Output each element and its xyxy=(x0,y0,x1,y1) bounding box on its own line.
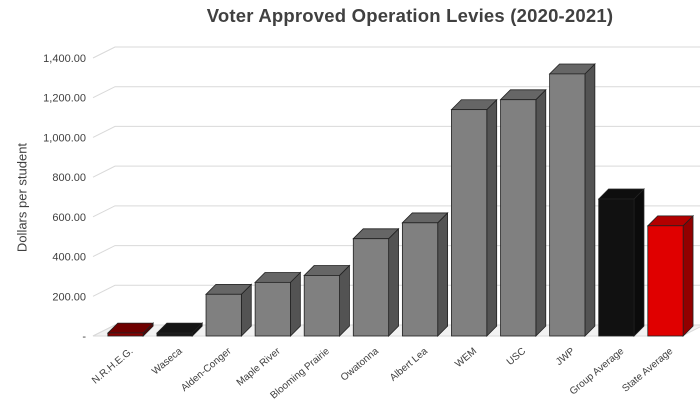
bar-side xyxy=(486,98,498,337)
bar-front xyxy=(156,332,193,337)
bar xyxy=(401,211,449,337)
y-tick-label: 600.00 xyxy=(52,212,86,224)
bar-front xyxy=(451,109,488,337)
bar xyxy=(106,322,155,337)
bar-side xyxy=(290,271,301,337)
x-tick-label: JWP xyxy=(554,346,577,368)
bar-side xyxy=(437,211,449,337)
gridline xyxy=(92,46,700,59)
chart-title: Voter Approved Operation Levies (2020-20… xyxy=(206,5,614,26)
y-tick-label: 1,200.00 xyxy=(43,93,86,105)
x-tick-label: State Average xyxy=(620,346,675,395)
x-tick-label: Waseca xyxy=(150,346,185,378)
bar-front xyxy=(254,281,291,337)
y-axis-ticks: - 200.00 400.00 600.00 800.00 1,000.00 1,200.0… xyxy=(43,53,86,343)
bar-front xyxy=(500,99,537,337)
bar-side xyxy=(584,63,596,337)
y-tick-label: 200.00 xyxy=(52,291,86,303)
bar-front xyxy=(401,222,439,337)
x-tick-label: Alden-Conger xyxy=(179,345,234,394)
bar xyxy=(548,63,596,337)
gridline xyxy=(92,86,700,99)
bar xyxy=(352,227,400,337)
y-tick-label: 1,400.00 xyxy=(43,53,86,65)
bar-front xyxy=(647,225,684,337)
bar-side xyxy=(633,188,645,337)
bar-front xyxy=(107,332,144,337)
y-tick-label: - xyxy=(82,331,86,343)
bar xyxy=(499,88,547,337)
x-tick-label: WEM xyxy=(453,346,479,370)
bar xyxy=(450,98,498,337)
bar-side xyxy=(339,264,350,337)
bars xyxy=(106,63,694,337)
x-tick-label: Owatonna xyxy=(339,346,381,384)
bar xyxy=(646,214,694,337)
bar-side xyxy=(682,214,694,337)
x-tick-label: Group Average xyxy=(568,346,627,398)
bar xyxy=(597,188,645,337)
bar-side xyxy=(535,88,547,337)
y-tick-label: 400.00 xyxy=(52,252,86,264)
x-tick-label: Maple River xyxy=(235,345,283,388)
bar-front xyxy=(598,198,635,337)
bar xyxy=(303,264,351,337)
bar-front xyxy=(549,73,586,337)
gridline xyxy=(92,165,700,178)
y-tick-label: 1,000.00 xyxy=(43,132,86,144)
bar xyxy=(254,271,302,337)
bar-side xyxy=(388,227,399,337)
gridline xyxy=(92,125,700,138)
bar xyxy=(155,322,204,337)
bar-front xyxy=(352,238,390,337)
bar-front xyxy=(205,293,242,337)
x-tick-label: Albert Lea xyxy=(388,346,430,384)
bar xyxy=(205,283,253,337)
x-tick-label: USC xyxy=(505,346,528,368)
y-tick-label: 800.00 xyxy=(52,172,86,184)
bar-front xyxy=(303,275,340,337)
x-tick-label: N.R.H.E.G. xyxy=(90,346,135,387)
